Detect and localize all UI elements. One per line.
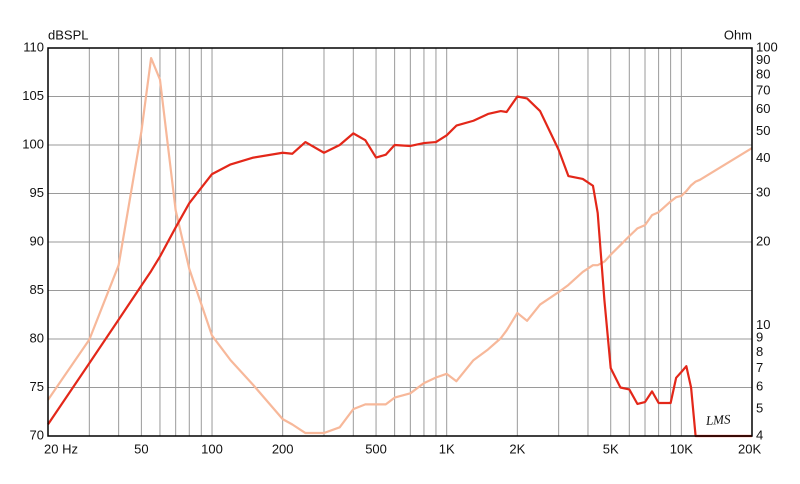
y-tick-label: 70 [30, 427, 44, 442]
x-tick-label: 20K [738, 441, 761, 456]
x-tick-label: 5K [603, 441, 619, 456]
y2-tick-label: 5 [756, 401, 763, 416]
x-tick-label: 1K [439, 441, 455, 456]
y2-axis-label: Ohm [724, 27, 752, 42]
data-line [47, 95, 752, 438]
y2-tick-label: 6 [756, 379, 763, 394]
y-tick-label: 110 [23, 39, 44, 54]
y2-tick-label: 40 [756, 150, 770, 165]
y2-tick-label: 4 [756, 427, 763, 442]
y2-tick-label: 90 [756, 52, 770, 67]
data-line [47, 56, 753, 435]
y-tick-label: 75 [30, 379, 44, 394]
logo: LMS [704, 411, 731, 428]
y2-tick-label: 8 [756, 344, 763, 359]
y-tick-label: 105 [22, 88, 44, 103]
y-tick-label: 90 [30, 233, 44, 248]
plot-frame [47, 47, 753, 437]
y2-tick-label: 10 [756, 317, 770, 332]
y2-tick-label: 60 [756, 101, 770, 116]
y-tick-label: 80 [30, 330, 44, 345]
y2-tick-label: 50 [756, 123, 770, 138]
y2-tick-label: 9 [756, 330, 763, 345]
y2-tick-label: 20 [756, 233, 770, 248]
y-tick-label: 95 [30, 185, 44, 200]
y2-tick-label: 80 [756, 66, 770, 81]
y2-tick-label: 30 [756, 185, 770, 200]
x-tick-label: 2K [509, 441, 525, 456]
y-axis-label: dBSPL [48, 27, 88, 42]
x-tick-label: 50 [134, 441, 148, 456]
x-tick-label: 500 [365, 441, 387, 456]
y2-tick-label: 7 [756, 360, 763, 375]
x-tick-label: 10K [670, 441, 693, 456]
y2-tick-label: 70 [756, 82, 770, 97]
y-tick-label: 100 [22, 136, 44, 151]
y2-tick-label: 100 [756, 39, 778, 54]
x-tick-label: 200 [272, 441, 294, 456]
x-tick-label: 20 Hz [44, 441, 78, 456]
y-tick-label: 85 [30, 282, 44, 297]
x-tick-label: 100 [201, 441, 223, 456]
